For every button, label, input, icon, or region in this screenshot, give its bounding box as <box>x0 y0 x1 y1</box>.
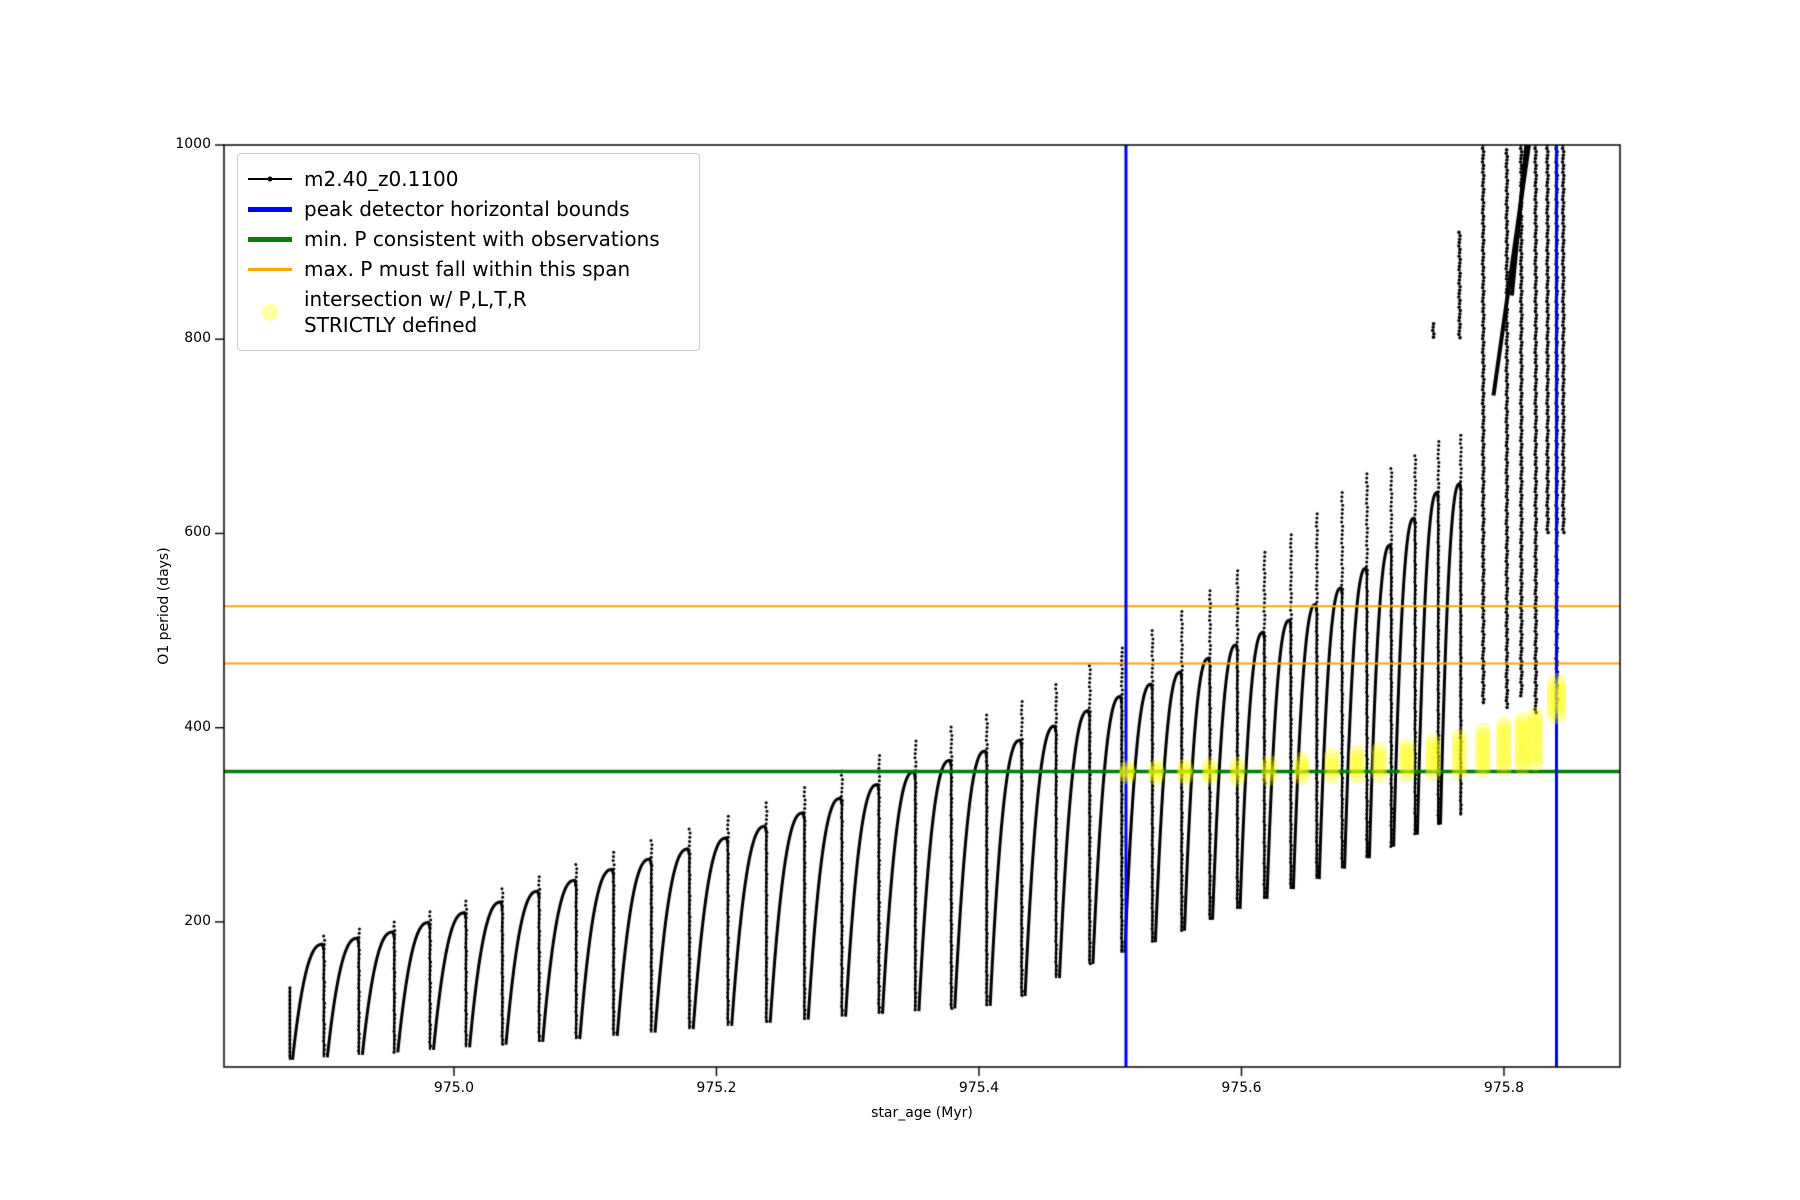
legend-entry-intersection: intersection w/ P,L,T,R STRICTLY defined <box>248 286 689 338</box>
legend-entry-peak-bounds: peak detector horizontal bounds <box>248 196 689 222</box>
legend: m2.40_z0.1100 peak detector horizontal b… <box>237 153 700 351</box>
black-line-dot-swatch <box>248 176 292 182</box>
legend-label: intersection w/ P,L,T,R STRICTLY defined <box>304 287 527 337</box>
yellow-marker-swatch <box>248 303 292 321</box>
legend-label: max. P must fall within this span <box>304 257 631 281</box>
y-axis-label: O1 period (days) <box>156 547 172 665</box>
orange-line-swatch <box>248 267 292 271</box>
x-tick-label: 975.8 <box>1483 1080 1525 1096</box>
green-line-swatch <box>248 236 292 242</box>
y-tick-label: 600 <box>184 524 211 541</box>
legend-label: m2.40_z0.1100 <box>304 167 459 191</box>
y-tick-label: 800 <box>184 330 211 347</box>
y-tick-label: 400 <box>184 718 211 735</box>
y-tick-label: 200 <box>184 912 211 929</box>
legend-label: peak detector horizontal bounds <box>304 197 630 221</box>
legend-label: min. P consistent with observations <box>304 227 660 251</box>
x-tick-label: 975.4 <box>958 1080 999 1096</box>
x-axis-label: star_age (Myr) <box>871 1105 973 1121</box>
x-tick-label: 975.0 <box>433 1080 474 1096</box>
x-tick-label: 975.2 <box>696 1080 737 1096</box>
legend-entry-series: m2.40_z0.1100 <box>248 166 689 192</box>
x-tick-label: 975.6 <box>1221 1080 1262 1096</box>
legend-entry-max-p: max. P must fall within this span <box>248 256 689 282</box>
legend-entry-min-p: min. P consistent with observations <box>248 226 689 252</box>
y-tick-label: 1000 <box>175 136 211 152</box>
blue-line-swatch <box>248 206 292 212</box>
